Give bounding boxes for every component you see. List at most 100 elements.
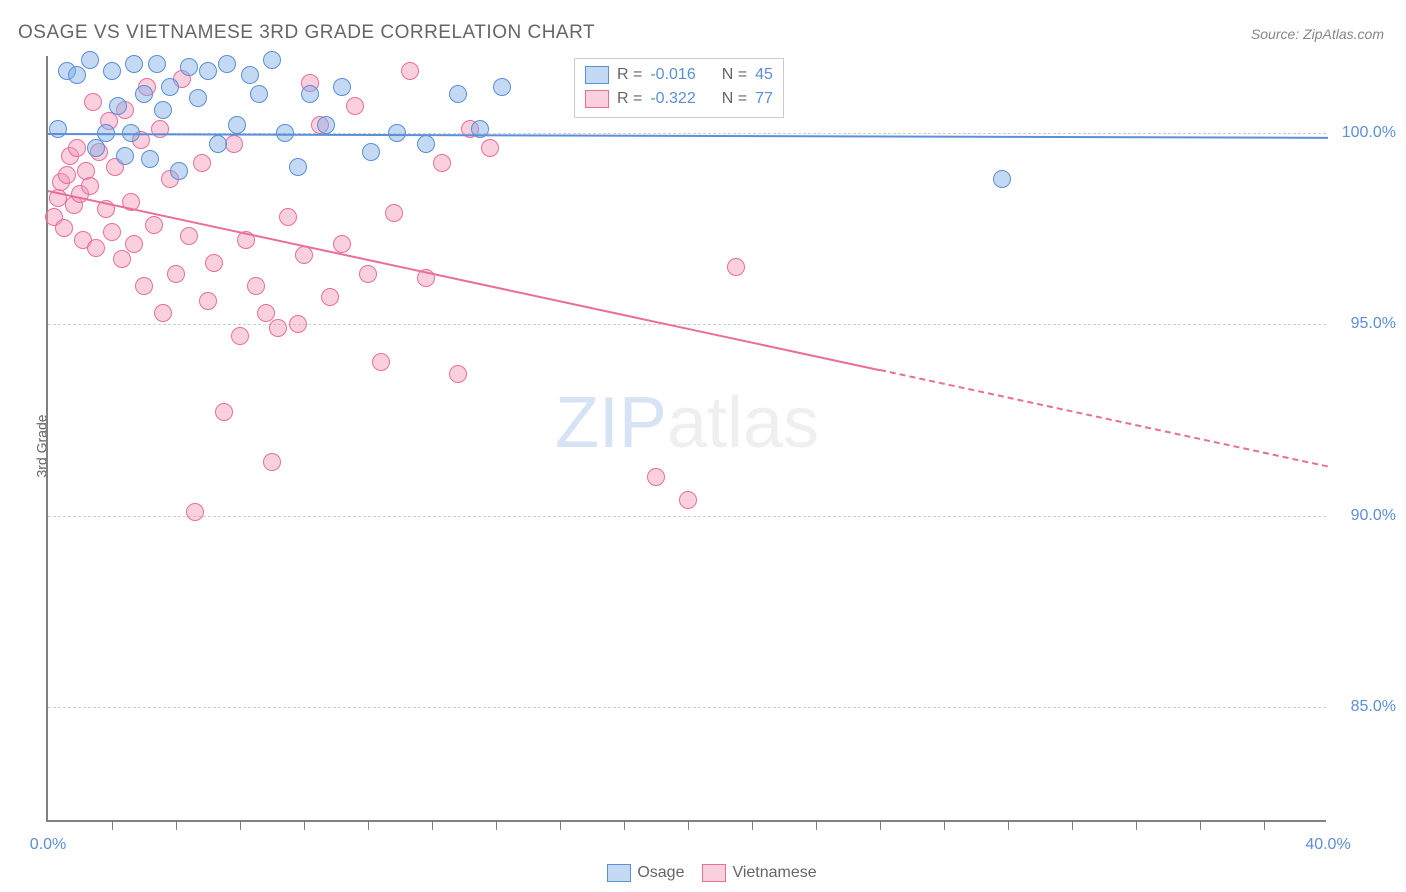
vietnamese-point xyxy=(289,315,307,333)
vietnamese-point xyxy=(193,154,211,172)
vietnamese-point xyxy=(401,62,419,80)
osage-point xyxy=(289,158,307,176)
osage-point xyxy=(154,101,172,119)
source-attribution: Source: ZipAtlas.com xyxy=(1251,26,1384,42)
x-tick xyxy=(304,820,305,830)
x-tick xyxy=(1200,820,1201,830)
osage-point xyxy=(141,150,159,168)
x-tick xyxy=(1136,820,1137,830)
osage-point xyxy=(317,116,335,134)
x-tick xyxy=(944,820,945,830)
x-tick xyxy=(752,820,753,830)
vietnamese-point xyxy=(346,97,364,115)
osage-point xyxy=(301,85,319,103)
x-tick xyxy=(1072,820,1073,830)
osage-point xyxy=(276,124,294,142)
x-tick xyxy=(368,820,369,830)
vietnamese-point xyxy=(679,491,697,509)
gridline xyxy=(48,324,1326,325)
vietnamese-point xyxy=(215,403,233,421)
vietnamese-legend-swatch xyxy=(702,864,726,882)
vietnamese-point xyxy=(372,353,390,371)
vietnamese-point xyxy=(103,223,121,241)
x-tick-label: 40.0% xyxy=(1305,836,1350,854)
vietnamese-point xyxy=(68,139,86,157)
y-tick-label: 85.0% xyxy=(1336,698,1396,716)
vietnamese-trendline xyxy=(880,369,1328,467)
osage-point xyxy=(161,78,179,96)
x-tick xyxy=(624,820,625,830)
osage-point xyxy=(228,116,246,134)
osage-point xyxy=(250,85,268,103)
vietnamese-point xyxy=(263,453,281,471)
osage-point xyxy=(241,66,259,84)
osage-point xyxy=(993,170,1011,188)
x-tick-label: 0.0% xyxy=(30,836,66,854)
x-tick xyxy=(1008,820,1009,830)
x-tick xyxy=(816,820,817,830)
vietnamese-point xyxy=(167,265,185,283)
osage-point xyxy=(209,135,227,153)
vietnamese-point xyxy=(225,135,243,153)
vietnamese-point xyxy=(231,327,249,345)
osage-point xyxy=(49,120,67,138)
osage-point xyxy=(180,58,198,76)
osage-point xyxy=(362,143,380,161)
vietnamese-point xyxy=(125,235,143,253)
vietnamese-point xyxy=(145,216,163,234)
vietnamese-point xyxy=(58,166,76,184)
vietnamese-point xyxy=(279,208,297,226)
x-tick xyxy=(560,820,561,830)
vietnamese-point xyxy=(257,304,275,322)
osage-point xyxy=(125,55,143,73)
vietnamese-swatch xyxy=(585,90,609,108)
osage-swatch xyxy=(585,66,609,84)
vietnamese-point xyxy=(84,93,102,111)
x-tick xyxy=(432,820,433,830)
vietnamese-point xyxy=(359,265,377,283)
osage-point xyxy=(189,89,207,107)
vietnamese-point xyxy=(81,177,99,195)
y-tick-label: 95.0% xyxy=(1336,315,1396,333)
vietnamese-point xyxy=(333,235,351,253)
x-tick xyxy=(688,820,689,830)
vietnamese-point xyxy=(449,365,467,383)
gridline xyxy=(48,516,1326,517)
osage-point xyxy=(81,51,99,69)
x-tick xyxy=(1264,820,1265,830)
osage-point xyxy=(218,55,236,73)
vietnamese-point xyxy=(727,258,745,276)
vietnamese-point xyxy=(135,277,153,295)
x-tick xyxy=(880,820,881,830)
osage-point xyxy=(493,78,511,96)
stats-row-vietnamese: R = -0.322N = 77 xyxy=(585,87,773,111)
x-tick xyxy=(496,820,497,830)
x-tick xyxy=(176,820,177,830)
y-tick-label: 90.0% xyxy=(1336,507,1396,525)
osage-point xyxy=(148,55,166,73)
osage-point xyxy=(135,85,153,103)
osage-point xyxy=(68,66,86,84)
vietnamese-point xyxy=(647,468,665,486)
vietnamese-point xyxy=(321,288,339,306)
osage-point xyxy=(87,139,105,157)
vietnamese-point xyxy=(55,219,73,237)
watermark: ZIPatlas xyxy=(555,382,819,464)
correlation-stats-box: R = -0.016N = 45R = -0.322N = 77 xyxy=(574,58,784,118)
x-tick xyxy=(240,820,241,830)
stats-row-osage: R = -0.016N = 45 xyxy=(585,63,773,87)
vietnamese-point xyxy=(199,292,217,310)
osage-point xyxy=(103,62,121,80)
osage-point xyxy=(170,162,188,180)
vietnamese-point xyxy=(385,204,403,222)
osage-point xyxy=(199,62,217,80)
vietnamese-point xyxy=(180,227,198,245)
vietnamese-legend-label: Vietnamese xyxy=(732,864,816,881)
chart-container: OSAGE VS VIETNAMESE 3RD GRADE CORRELATIO… xyxy=(0,0,1406,892)
x-tick xyxy=(112,820,113,830)
osage-legend-label: Osage xyxy=(637,864,684,881)
y-tick-label: 100.0% xyxy=(1336,124,1396,142)
vietnamese-point xyxy=(87,239,105,257)
vietnamese-point xyxy=(186,503,204,521)
osage-legend-swatch xyxy=(607,864,631,882)
